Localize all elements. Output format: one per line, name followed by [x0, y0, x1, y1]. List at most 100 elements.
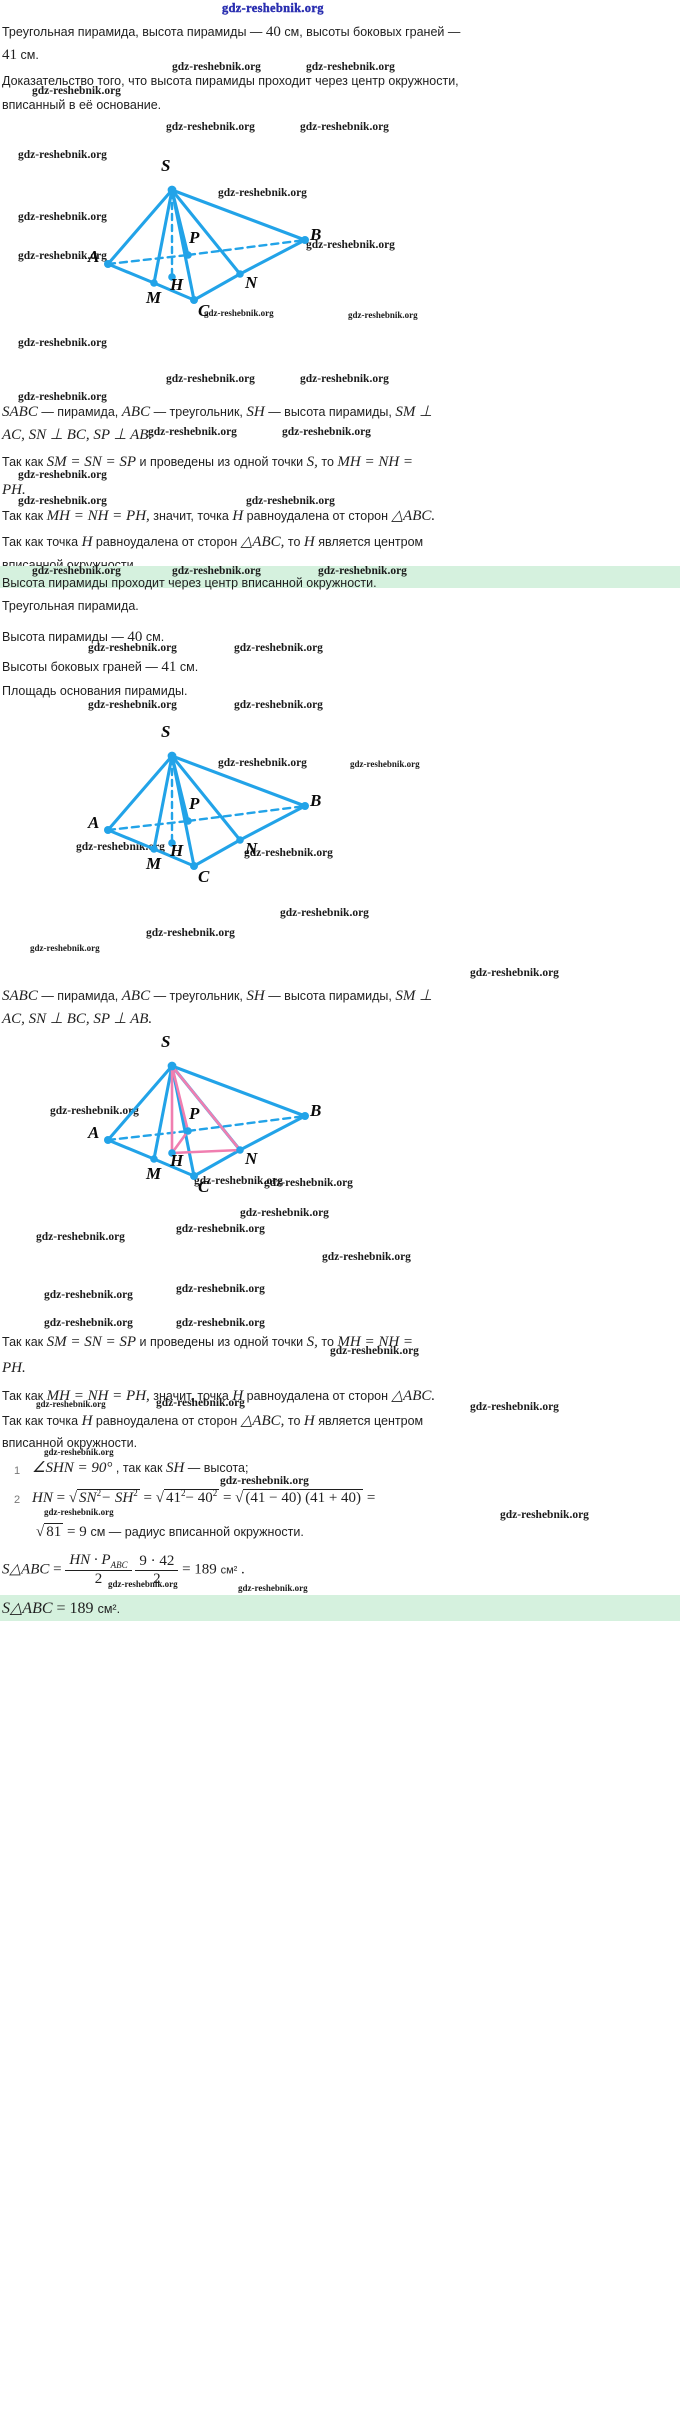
- edge-N-B: [238, 804, 307, 842]
- step1-sh: SH: [165, 1460, 185, 1476]
- vertex-A: [104, 826, 112, 834]
- proof1-l6g: является центром: [318, 535, 424, 549]
- step2-eq1: =: [56, 1490, 66, 1506]
- vertex-S: [167, 1061, 177, 1071]
- solution-line-1: Так как SM = SN = SP и проведены из одно…: [2, 1334, 413, 1351]
- proof1-l6d: △ABC,: [240, 534, 285, 550]
- task2-l2a: Высота пирамиды —: [2, 630, 124, 644]
- step2-sh2: − SH: [101, 1490, 134, 1506]
- solution-l4b: H: [81, 1413, 93, 1429]
- problem-line-3: Доказательство того, что высота пирамиды…: [2, 74, 459, 88]
- figure2-label-S: S: [161, 722, 171, 741]
- figure1-label-H: H: [170, 275, 184, 294]
- solution-l1e: то: [321, 1335, 334, 1349]
- edge-N-B: [238, 238, 307, 276]
- area-den2: 2: [153, 1570, 161, 1587]
- proof1-l6b: H: [81, 534, 93, 550]
- figure2-label-N: N: [245, 839, 258, 858]
- watermark-logo: gdz-reshebnik.org: [222, 1, 324, 15]
- edge-A-P: [106, 819, 190, 832]
- figure1-label-M: M: [146, 288, 162, 307]
- proof2-line-1: SABC — пирамида, ABC — треугольник, SH —…: [2, 988, 432, 1005]
- solution-ph: PH.: [2, 1360, 26, 1376]
- watermark: gdz-reshebnik.org: [30, 943, 100, 953]
- edge-S-A: [106, 1064, 174, 1142]
- figure1-label-A: A: [88, 247, 100, 266]
- figure1-label-P: P: [189, 228, 200, 247]
- edge-P-B: [186, 1114, 307, 1133]
- proof2-sh: SH: [246, 988, 265, 1004]
- figure-pyramid-1: S A B P H M N C: [60, 152, 360, 319]
- figure3-label-B: B: [310, 1101, 322, 1120]
- edge-P-B: [186, 238, 307, 257]
- solution-l3c: значит, точка: [153, 1389, 229, 1403]
- watermark: gdz-reshebnik.org: [176, 1283, 265, 1295]
- pink-edge-H-N: [170, 1148, 242, 1155]
- final-answer-unit: см².: [97, 1602, 121, 1616]
- proof1-line-6: Так как точка H равноудалена от сторон △…: [2, 534, 423, 551]
- watermark: gdz-reshebnik.org: [18, 495, 107, 507]
- vertex-P: [184, 1127, 192, 1135]
- proof2-l1b: — пирамида,: [41, 989, 119, 1003]
- proof1-l1b: — пирамида,: [41, 405, 119, 419]
- figure3-label-H: H: [170, 1151, 184, 1170]
- figure2-label-A: A: [88, 813, 100, 832]
- watermark: gdz-reshebnik.org: [300, 373, 389, 385]
- task2-l2c: см.: [145, 630, 165, 644]
- area-lhs-text: S△ABC: [2, 1561, 50, 1578]
- vertex-P: [184, 817, 192, 825]
- proof1-l5e: равноудалена от сторон: [246, 509, 389, 523]
- vertex-P: [184, 251, 192, 259]
- final-answer: S△ABC = 189 см².: [2, 1600, 120, 1618]
- problem-line-4: вписанный в её основание.: [2, 98, 162, 112]
- solution-line-2: PH.: [2, 1360, 26, 1377]
- step2-40: − 40: [185, 1490, 213, 1506]
- pyramid-svg-2: [104, 751, 309, 870]
- proof1-line-3: Так как SM = SN = SP и проведены из одно…: [2, 454, 413, 471]
- watermark: gdz-reshebnik.org: [350, 759, 420, 769]
- step2-eq4: =: [366, 1490, 376, 1506]
- edge-S-M: [152, 188, 174, 285]
- proof1-l3c: и проведены из одной точки: [139, 455, 304, 469]
- edge-S-P: [170, 188, 190, 257]
- solution-l4d: △ABC,: [240, 1413, 285, 1429]
- solution-l4g: является центром: [318, 1414, 424, 1428]
- watermark: gdz-reshebnik.org: [470, 1401, 559, 1413]
- edge-S-B: [170, 188, 307, 242]
- problem-slant-value: 41: [2, 47, 17, 63]
- proof1-point-h: H: [232, 508, 244, 524]
- figure2-label-H: H: [170, 841, 184, 860]
- pink-edge-H-P: [170, 1129, 190, 1155]
- watermark: gdz-reshebnik.org: [88, 699, 177, 711]
- area-unit: см²: [220, 1564, 238, 1577]
- edge-A-M: [106, 1138, 156, 1161]
- proof1-l5a: Так как: [2, 509, 44, 523]
- proof1-mh-nh: MH = NH =: [337, 454, 414, 470]
- step2-81: 81: [46, 1524, 62, 1540]
- vertex-N: [236, 836, 244, 844]
- proof2-l1f: — высота пирамиды,: [268, 989, 392, 1003]
- vertex-A: [104, 1136, 112, 1144]
- vertex-dots-1: [104, 185, 309, 304]
- vertex-H: [168, 1149, 176, 1157]
- proof1-sh: SH: [246, 404, 265, 420]
- watermark: gdz-reshebnik.org: [172, 61, 261, 73]
- proof1-sm-sn-sp: SM = SN = SP: [46, 454, 137, 470]
- figure2-label-M: M: [146, 854, 162, 873]
- edge-P-B: [186, 804, 307, 823]
- watermark: gdz-reshebnik.org: [282, 426, 371, 438]
- pyramid-svg-1: [104, 185, 309, 304]
- step2-sqrt4: √ 81: [36, 1523, 64, 1540]
- figure2-label-C: C: [198, 867, 210, 886]
- watermark: gdz-reshebnik.org: [234, 699, 323, 711]
- area-num1-sub: ABC: [110, 1560, 128, 1570]
- vertex-dots-2: [104, 751, 309, 870]
- answer-1: Высота пирамиды проходит через центр впи…: [2, 576, 377, 590]
- watermark: gdz-reshebnik.org: [500, 1509, 589, 1521]
- figure3-label-N: N: [245, 1149, 258, 1168]
- area-den1: 2: [94, 1571, 103, 1588]
- edge-S-N: [170, 188, 242, 276]
- solution-l3e: равноудалена от сторон: [246, 1389, 389, 1403]
- watermark: gdz-reshebnik.org: [18, 391, 107, 403]
